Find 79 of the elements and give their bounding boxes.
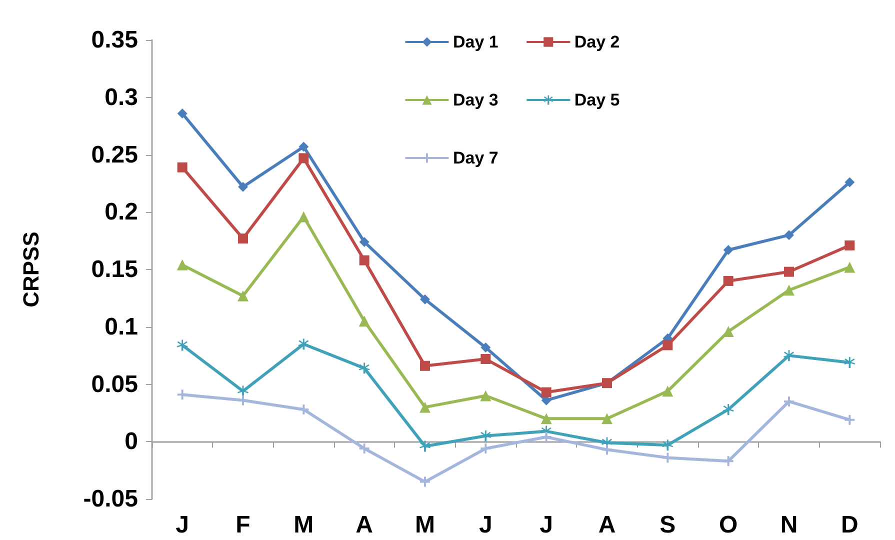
x-tick-label: J: [176, 512, 190, 538]
point: [238, 395, 248, 406]
point: [662, 440, 674, 451]
y-tick-label: 0.15: [91, 256, 138, 283]
y-tick-label: 0.05: [91, 370, 138, 398]
y-tick-label: 0.25: [91, 141, 138, 168]
point: [480, 390, 492, 402]
point: [298, 142, 309, 152]
y-axis-title: CRPSS: [18, 232, 44, 308]
point: [541, 432, 552, 442]
y-tick-label: 0.2: [104, 198, 138, 226]
x-tick-label: A: [356, 512, 374, 538]
x-tick-label: D: [840, 512, 858, 538]
point: [784, 350, 794, 362]
legend-label: Day 2: [574, 32, 620, 52]
point: [238, 290, 248, 302]
legend-label: Day 3: [453, 90, 498, 110]
x-tick-label: O: [718, 512, 738, 538]
point: [359, 236, 370, 247]
point: [602, 444, 612, 455]
point: [844, 414, 855, 425]
legend-label: Day 7: [453, 148, 498, 168]
point: [784, 284, 794, 296]
point: [176, 259, 188, 270]
point: [662, 386, 674, 397]
point: [784, 396, 794, 406]
point: [298, 338, 310, 350]
point: [784, 230, 794, 240]
x-tick-label: S: [660, 512, 676, 538]
point: [662, 340, 673, 350]
point: [480, 430, 492, 442]
point: [723, 244, 734, 255]
point: [722, 404, 734, 415]
point: [238, 234, 248, 244]
x-tick-label: F: [236, 512, 250, 538]
y-tick-label: 0.35: [91, 26, 138, 54]
point: [177, 390, 188, 400]
y-tick-label: 0.3: [104, 84, 138, 111]
point: [238, 386, 248, 397]
point: [480, 354, 491, 364]
point: [844, 356, 856, 368]
point: [238, 182, 248, 192]
point: [784, 266, 794, 277]
point: [480, 444, 491, 454]
x-tick-label: N: [780, 512, 798, 538]
point: [420, 476, 430, 487]
point: [420, 440, 430, 452]
point: [723, 456, 734, 466]
x-tick-label: J: [478, 512, 492, 538]
point: [358, 362, 370, 374]
x-tick-label: J: [540, 512, 554, 538]
point: [540, 413, 552, 424]
point: [298, 404, 309, 414]
point: [420, 360, 430, 371]
x-tick-label: M: [415, 512, 435, 538]
point: [176, 340, 188, 351]
point: [844, 262, 856, 273]
point: [541, 387, 552, 398]
y-tick-label: 0: [124, 428, 138, 456]
point: [844, 177, 855, 188]
x-tick-label: M: [294, 512, 314, 538]
point: [420, 294, 430, 304]
point: [177, 162, 188, 172]
point: [177, 108, 188, 118]
point: [723, 276, 734, 286]
point: [359, 444, 370, 454]
point: [298, 211, 310, 222]
point: [844, 240, 855, 250]
legend-label: Day 1: [453, 32, 498, 52]
y-tick-label: -0.05: [83, 486, 138, 512]
point: [298, 153, 309, 164]
point: [602, 413, 612, 424]
point: [420, 402, 430, 413]
y-tick-label: 0.1: [104, 313, 138, 340]
point: [358, 316, 370, 327]
legend-label: Day 5: [574, 90, 620, 110]
point: [359, 255, 370, 266]
point: [480, 342, 491, 353]
x-tick-label: A: [598, 512, 616, 538]
